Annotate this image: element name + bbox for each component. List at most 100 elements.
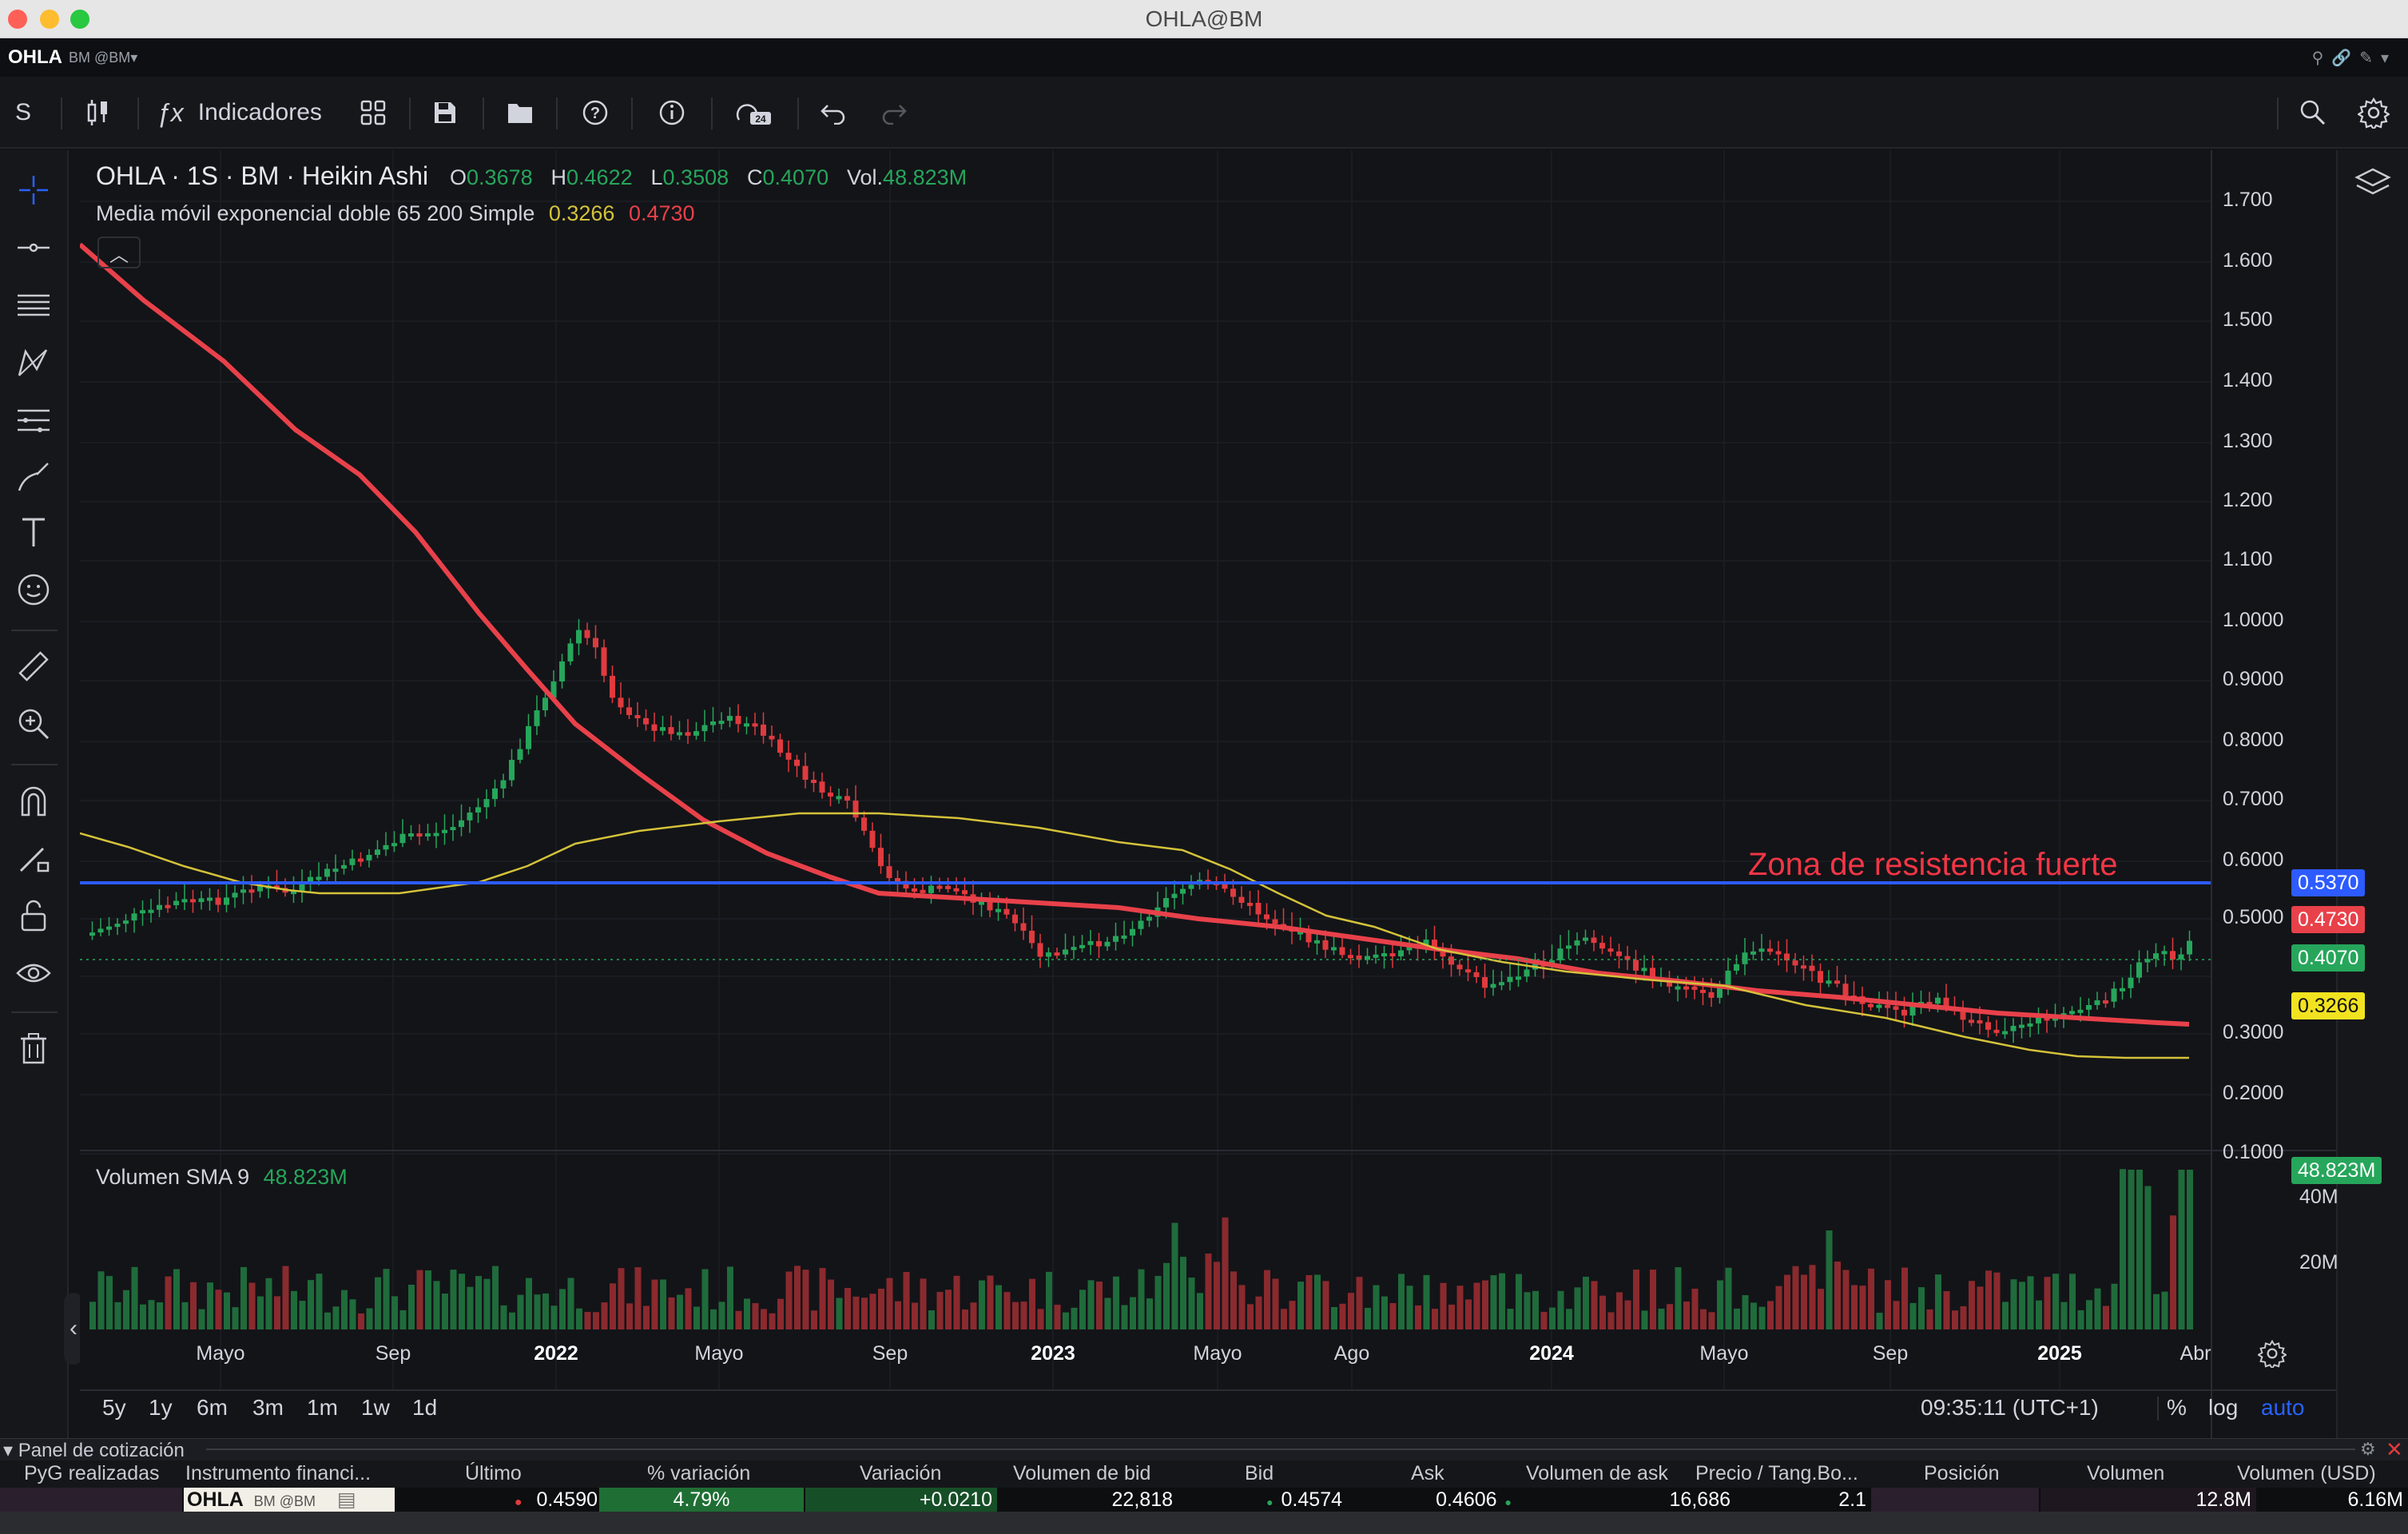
col-bid[interactable]: Bid: [1245, 1462, 1274, 1484]
candle-body: [1423, 939, 1429, 946]
quote-panel-title[interactable]: ▾ Panel de cotización: [3, 1440, 185, 1461]
volume-legend-label[interactable]: Volumen SMA 9: [96, 1165, 250, 1189]
candle-body: [433, 833, 439, 837]
volume-bar: [450, 1270, 457, 1329]
maximize-window-button[interactable]: [70, 10, 89, 29]
zoom-in-icon[interactable]: [11, 701, 56, 746]
auto-scale-toggle[interactable]: auto: [2261, 1395, 2305, 1420]
info-icon[interactable]: [654, 93, 690, 133]
chart-canvas[interactable]: [80, 150, 2336, 1438]
pattern-tool-icon[interactable]: [11, 340, 56, 385]
range-button-3m[interactable]: 3m: [252, 1395, 284, 1420]
eye-icon[interactable]: [11, 951, 56, 996]
legend-high-value: 0.4622: [566, 165, 633, 189]
legend-vol-label: Vol.: [847, 165, 884, 189]
candle-body: [1616, 951, 1622, 956]
function-icon: ƒx: [157, 97, 184, 127]
text-tool-icon[interactable]: [11, 510, 56, 554]
down-tick-dot: ●: [514, 1496, 523, 1509]
trend-line-icon[interactable]: [11, 225, 56, 270]
pin-icon[interactable]: ✎: [2359, 50, 2381, 67]
layout-grid-icon[interactable]: [355, 93, 391, 133]
note-icon[interactable]: ▤: [337, 1488, 356, 1511]
quick-search-icon[interactable]: [2295, 93, 2331, 133]
layers-icon[interactable]: [2350, 161, 2395, 206]
fibonacci-lines-icon[interactable]: [11, 283, 56, 328]
help-icon[interactable]: ?: [577, 93, 614, 133]
range-button-6m[interactable]: 6m: [197, 1395, 228, 1420]
close-window-button[interactable]: [8, 10, 27, 29]
legend-volume-value: 48.823M: [883, 165, 968, 189]
col-pyg-realizadas[interactable]: PyG realizadas: [24, 1462, 160, 1484]
range-button-1w[interactable]: 1w: [361, 1395, 390, 1420]
volume-bar: [341, 1290, 348, 1329]
session-24h-icon[interactable]: 24: [730, 93, 775, 133]
col-variacion[interactable]: Variación: [860, 1462, 942, 1484]
candle-body: [1138, 920, 1144, 929]
percent-scale-toggle[interactable]: %: [2167, 1395, 2187, 1420]
symbol-name[interactable]: OHLA: [8, 46, 62, 68]
candle-body: [550, 681, 557, 698]
range-button-1d[interactable]: 1d: [412, 1395, 438, 1420]
col-ultimo[interactable]: Último: [465, 1462, 522, 1484]
col-volumen-bid[interactable]: Volumen de bid: [1013, 1462, 1151, 1484]
forecast-tool-icon[interactable]: [11, 398, 56, 443]
interval-button[interactable]: S: [14, 99, 31, 125]
log-scale-toggle[interactable]: log: [2208, 1395, 2239, 1420]
ema-legend-label[interactable]: Media móvil exponencial doble 65 200 Sim…: [96, 201, 535, 225]
save-icon[interactable]: [427, 93, 463, 133]
lock-icon[interactable]: [11, 893, 56, 938]
col-volumen-usd[interactable]: Volumen (USD): [2237, 1462, 2376, 1484]
emoji-icon[interactable]: [11, 567, 56, 612]
col-pct-variacion[interactable]: % variación: [647, 1462, 751, 1484]
col-volumen[interactable]: Volumen: [2087, 1462, 2165, 1484]
panel-settings-icon[interactable]: ⚙: [2360, 1439, 2376, 1459]
indicators-button[interactable]: ƒx Indicadores: [157, 97, 322, 127]
symbol-exchange-dropdown[interactable]: BM @BM▾: [69, 50, 138, 66]
lock-drawing-icon[interactable]: [11, 836, 56, 880]
settings-gear-icon[interactable]: [2354, 93, 2394, 133]
candle-body: [1969, 1019, 1974, 1023]
cell-last: ● 0.4590: [514, 1488, 598, 1511]
resistance-annotation[interactable]: Zona de resistencia fuerte: [1748, 847, 2118, 882]
col-volumen-ask[interactable]: Volumen de ask: [1526, 1462, 1668, 1484]
folder-icon[interactable]: [502, 93, 538, 133]
col-instrumento[interactable]: Instrumento financi...: [185, 1462, 372, 1484]
trash-icon[interactable]: [11, 1026, 56, 1071]
ruler-icon[interactable]: [11, 644, 56, 689]
quote-row-ohla[interactable]: OHLA BM @BM ▤ ● 0.4590 4.79% +0.0210 22,8…: [0, 1488, 2408, 1512]
magnet-icon[interactable]: [11, 778, 56, 823]
cell-instrument[interactable]: OHLA BM @BM ▤: [184, 1488, 395, 1512]
brush-icon[interactable]: [11, 455, 56, 500]
axis-settings-gear-icon[interactable]: [2256, 1339, 2288, 1370]
clock-display[interactable]: 09:35:11 (UTC+1): [1921, 1395, 2099, 1420]
undo-icon[interactable]: [815, 93, 852, 133]
col-ask[interactable]: Ask: [1411, 1462, 1444, 1484]
search-icon[interactable]: ⚲: [2311, 50, 2332, 67]
close-panel-icon[interactable]: ✕: [2386, 1437, 2403, 1461]
volume-bar: [2060, 1302, 2068, 1329]
redo-icon[interactable]: [876, 93, 912, 133]
legend-title[interactable]: OHLA · 1S · BM · Heikin Ashi: [96, 161, 429, 190]
candle-body: [1096, 940, 1102, 947]
chevron-down-icon[interactable]: ▾: [2380, 50, 2397, 67]
candle-body: [1993, 1029, 2000, 1033]
range-button-1m[interactable]: 1m: [307, 1395, 338, 1420]
range-button-5y[interactable]: 5y: [102, 1395, 126, 1420]
minimize-window-button[interactable]: [40, 10, 59, 29]
volume-bar: [1373, 1285, 1380, 1329]
crosshair-icon[interactable]: [11, 168, 56, 213]
candle-body: [534, 710, 540, 726]
collapse-legend-button[interactable]: ︿: [97, 236, 141, 268]
cell-volume-usd: 6.16M: [2347, 1488, 2403, 1511]
col-precio-tang[interactable]: Precio / Tang.Bo...: [1695, 1462, 1858, 1484]
range-button-1y[interactable]: 1y: [149, 1395, 173, 1420]
chart-area[interactable]: OHLA · 1S · BM · Heikin Ashi O0.3678 H0.…: [80, 150, 2382, 1438]
col-posicion[interactable]: Posición: [1924, 1462, 2000, 1484]
resistance-price-tag: 0.5370: [2291, 869, 2366, 896]
link-icon[interactable]: 🔗: [2331, 50, 2360, 67]
volume-bar: [1893, 1301, 1900, 1329]
volume-bar: [1406, 1286, 1413, 1329]
chart-type-icon[interactable]: [80, 93, 117, 133]
volume-bar: [467, 1286, 474, 1329]
